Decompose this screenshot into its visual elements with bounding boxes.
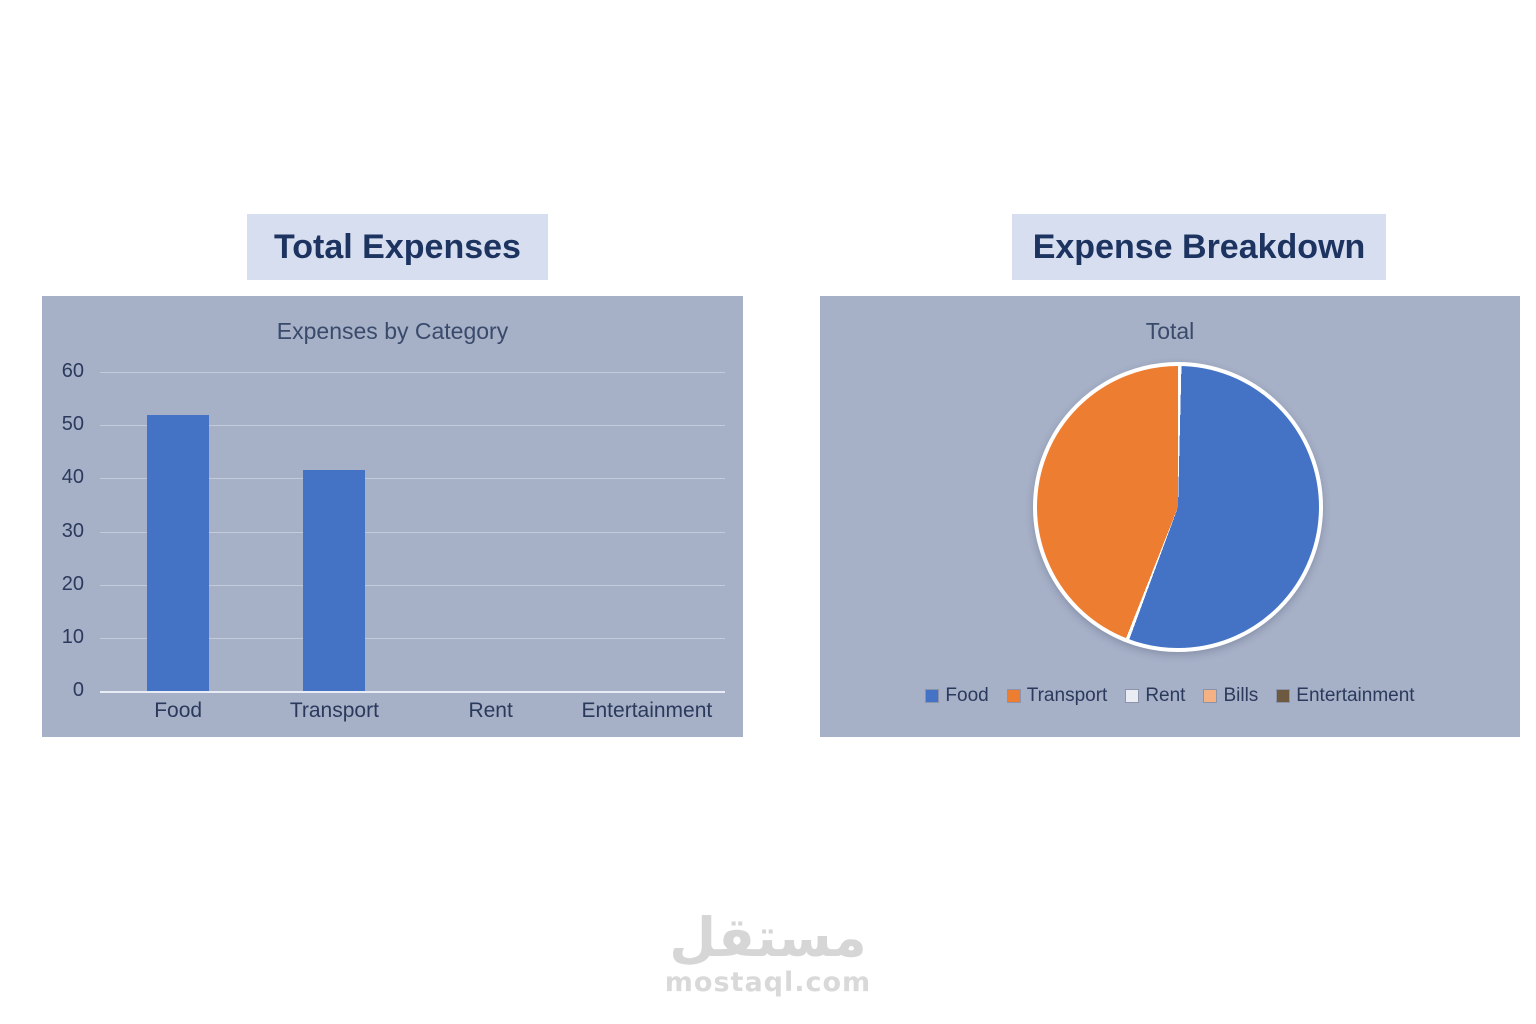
bar-chart-title: Expenses by Category <box>276 318 509 344</box>
legend-item-rent: Rent <box>1125 685 1185 707</box>
legend-swatch <box>1125 689 1140 703</box>
gridline <box>100 637 725 639</box>
gridline <box>100 531 725 533</box>
pie-chart-title: Total <box>1145 318 1195 344</box>
pie-chart <box>1033 362 1323 652</box>
legend-swatch <box>1276 689 1291 703</box>
gridline <box>100 425 725 427</box>
x-tick-label: Food <box>154 699 203 722</box>
legend-item-entertainment: Entertainment <box>1276 685 1415 707</box>
bar-slot <box>100 372 256 691</box>
bar-slot <box>256 372 412 691</box>
y-tick-label: 30 <box>61 519 84 542</box>
bar-chart-panel: Expenses by Category 0 10 20 30 40 50 60 Food T… <box>42 296 743 737</box>
x-tick-label: Transport <box>289 699 379 722</box>
y-tick-label: 10 <box>61 625 84 648</box>
bar-food <box>147 414 210 691</box>
gridline <box>100 478 725 480</box>
watermark-logo: مستقل <box>669 906 867 969</box>
y-tick-label: 50 <box>61 413 84 436</box>
y-tick-label: 60 <box>61 360 84 382</box>
y-tick-label: 20 <box>61 572 84 595</box>
legend-label: Bills <box>1223 685 1259 706</box>
legend-item-transport: Transport <box>1006 685 1108 707</box>
legend-swatch <box>1006 689 1021 703</box>
legend-swatch <box>925 689 940 703</box>
legend-item-bills: Bills <box>1203 685 1258 707</box>
x-tick-label: Rent <box>468 699 513 722</box>
bar-chart-header: Total Expenses <box>247 214 548 280</box>
legend-label: Rent <box>1145 685 1186 706</box>
bar-transport <box>303 470 366 691</box>
watermark: مستقل mostaql.com <box>0 906 1536 999</box>
pie-legend: Food Transport Rent Bills Entertainment <box>820 685 1520 707</box>
y-tick-label: 0 <box>72 679 84 701</box>
x-tick-label: Entertainment <box>581 699 713 722</box>
bar-plot-area <box>100 372 725 693</box>
gridline <box>100 584 725 586</box>
pie-chart-panel: Total Food Transport Rent Bills Entertainmen… <box>820 296 1520 737</box>
watermark-domain: mostaql.com <box>664 967 872 999</box>
x-axis-labels: Food Transport Rent Entertainment <box>100 699 725 723</box>
bars-container <box>100 372 725 691</box>
legend-swatch <box>1203 689 1218 703</box>
legend-label: Transport <box>1026 685 1108 706</box>
legend-label: Food <box>945 685 989 706</box>
bar-slot <box>569 372 725 691</box>
gridline <box>100 691 725 693</box>
pie-chart-header: Expense Breakdown <box>1012 214 1386 280</box>
bar-slot <box>413 372 569 691</box>
legend-item-food: Food <box>925 685 989 707</box>
legend-label: Entertainment <box>1296 685 1415 706</box>
y-tick-label: 40 <box>61 466 84 489</box>
gridline <box>100 372 725 373</box>
